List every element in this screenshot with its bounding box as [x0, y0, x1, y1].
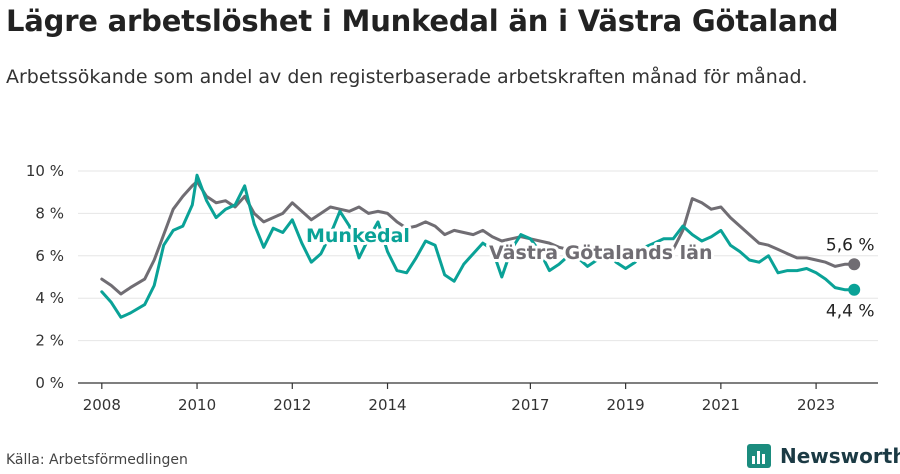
x-tick-label: 2010: [178, 396, 216, 414]
series-line-vastra-gotaland: [100, 180, 856, 296]
x-tick-label: 2019: [607, 396, 645, 414]
y-tick-label: 4 %: [35, 289, 64, 307]
y-tick-label: 8 %: [35, 204, 64, 222]
chart-subtitle: Arbetssökande som andel av den registerb…: [6, 66, 808, 88]
end-label-munkedal: 4,4 %: [826, 302, 875, 322]
x-tick-label: 2008: [83, 396, 121, 414]
y-tick-label: 0 %: [35, 374, 64, 392]
x-tick-label: 2023: [797, 396, 835, 414]
y-tick-label: 2 %: [35, 332, 64, 350]
series-line-munkedal: [100, 173, 856, 319]
x-tick-label: 2012: [273, 396, 311, 414]
x-tick-label: 2014: [368, 396, 406, 414]
y-tick-label: 10 %: [26, 162, 64, 180]
series-label-vastra-gotaland: Västra Götalands län: [489, 242, 712, 264]
end-point-munkedal: [848, 283, 861, 296]
end-point-vastra-gotaland: [848, 258, 861, 271]
source-note: Källa: Arbetsförmedlingen: [6, 452, 188, 468]
x-tick-label: 2021: [702, 396, 740, 414]
end-label-vastra-gotaland: 5,6 %: [826, 235, 875, 255]
line-chart: 0 % 2 % 4 % 6 % 8 % 10 % 2008 2010 2012 2014 2017 2…: [26, 162, 878, 414]
chart-title: Lägre arbetslöshet i Munkedal än i Västr…: [6, 4, 839, 38]
x-tick-label: 2017: [511, 396, 549, 414]
brand-name: Newsworthy: [780, 444, 900, 468]
brand-logo: Newsworthy: [746, 441, 900, 471]
y-tick-label: 6 %: [35, 247, 64, 265]
newsworthy-logo-icon: [747, 444, 771, 468]
series-label-munkedal: Munkedal: [306, 225, 410, 247]
